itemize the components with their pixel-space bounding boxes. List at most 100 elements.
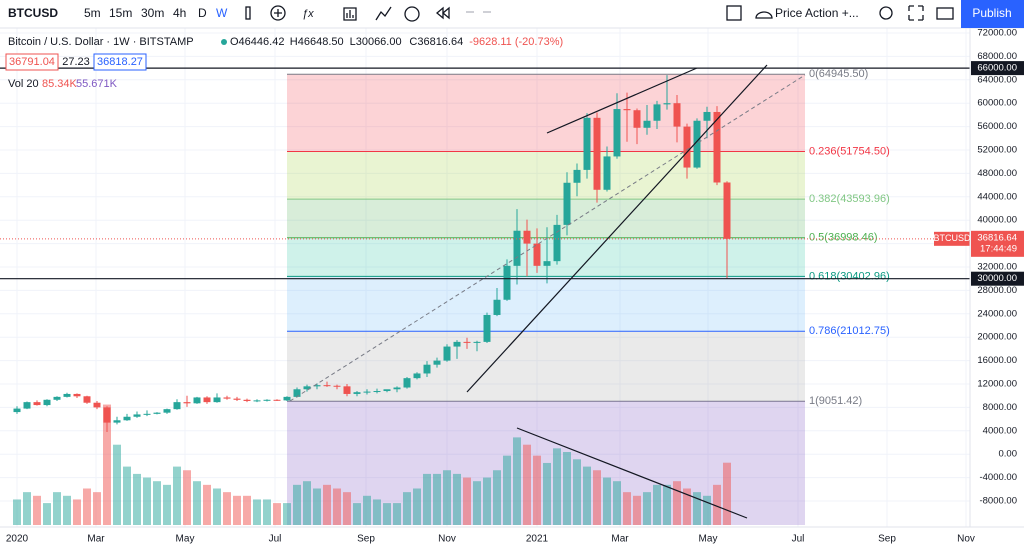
toolbar <box>0 0 1024 28</box>
volume-bar <box>553 448 561 525</box>
candle-body <box>93 402 101 408</box>
x-tick-label: May <box>699 534 718 545</box>
volume-bar <box>193 481 201 525</box>
candle-body <box>13 408 21 413</box>
volume-bar <box>243 495 251 525</box>
candle-body <box>233 398 241 400</box>
x-tick-label: Mar <box>87 534 105 545</box>
fullscreen-icon[interactable] <box>908 5 924 21</box>
volume-bar <box>83 488 91 525</box>
candle-body <box>583 117 591 170</box>
publish-label[interactable]: Publish <box>972 6 1011 20</box>
settings-icon[interactable] <box>879 6 893 20</box>
fib-zone <box>287 276 805 332</box>
y-tick-label: 64000.00 <box>977 74 1017 85</box>
y-tick-label: 32000.00 <box>977 262 1017 273</box>
volume-bar <box>433 473 441 525</box>
interval[interactable]: W <box>216 6 228 20</box>
candle-body <box>273 399 281 401</box>
candle-body <box>683 126 691 168</box>
volume-bar <box>163 484 171 525</box>
candle-body <box>463 341 471 343</box>
volume-bar <box>203 484 211 525</box>
volume-bar <box>633 495 641 525</box>
interval[interactable]: D <box>198 6 207 20</box>
volume-bar <box>343 492 351 525</box>
volume-bar <box>673 481 681 525</box>
fib-label: 0(64945.50) <box>809 68 868 80</box>
candle-body <box>193 397 201 404</box>
symbol-tag <box>934 231 970 246</box>
y-tick-label: 28000.00 <box>977 285 1017 296</box>
candle-body <box>363 391 371 393</box>
compare-icon[interactable] <box>343 7 357 21</box>
y-tick-label: 52000.00 <box>977 145 1017 156</box>
quote-box[interactable] <box>93 53 147 71</box>
candle-body <box>483 314 491 342</box>
candle-body <box>263 399 271 401</box>
interval[interactable]: 5m <box>84 6 101 20</box>
x-tick-label: Mar <box>611 534 629 545</box>
volume-bar <box>373 499 381 525</box>
fx-icon[interactable]: ƒx <box>302 8 314 20</box>
candle-body <box>493 299 501 315</box>
candle-body <box>43 399 51 406</box>
candle-body <box>303 386 311 390</box>
fib-zone <box>287 74 805 152</box>
candle-body <box>393 387 401 390</box>
volume-bar <box>323 484 331 525</box>
volume-bar <box>233 495 241 525</box>
volume-bar <box>213 488 221 525</box>
y-tick-label: 56000.00 <box>977 121 1017 132</box>
layout-icon[interactable] <box>726 5 742 21</box>
chart-icon[interactable] <box>375 6 392 21</box>
candle-body <box>313 385 321 387</box>
volume-bar <box>393 503 401 525</box>
alert-icon[interactable] <box>404 6 420 22</box>
volume-bar <box>113 444 121 525</box>
y-tick-label: 40000.00 <box>977 215 1017 226</box>
candle-body <box>473 341 481 343</box>
y-tick-label: 20000.00 <box>977 332 1017 343</box>
candle-body <box>453 341 461 347</box>
volume-bar <box>503 455 511 525</box>
candle-body <box>113 420 121 423</box>
volume-value: 85.34K <box>42 78 78 90</box>
layout-name[interactable]: Price Action +... <box>775 6 859 20</box>
volume-bar <box>483 477 491 525</box>
x-tick-label: Nov <box>957 534 975 545</box>
candle-body <box>333 385 341 387</box>
x-tick-label: Sep <box>357 534 375 545</box>
candle-body <box>103 407 111 423</box>
volume-bar <box>53 492 61 525</box>
plot <box>0 28 970 527</box>
quote-box[interactable] <box>5 53 59 71</box>
candle-icon[interactable] <box>245 6 251 20</box>
snapshot-icon[interactable] <box>936 7 954 20</box>
indicator-icon[interactable] <box>270 5 286 21</box>
y-tick-label: 72000.00 <box>977 28 1017 39</box>
fib-label: 0.382(43593.96) <box>809 193 890 205</box>
fib-zone <box>287 331 805 402</box>
volume-bar <box>33 495 41 525</box>
y-tick-label: 4000.00 <box>983 425 1017 436</box>
last-price-tag <box>971 230 1024 257</box>
y-tick-label: -4000.00 <box>979 472 1017 483</box>
y-tick-label: 12000.00 <box>977 379 1017 390</box>
interval[interactable]: 30m <box>141 6 164 20</box>
ohlc-value: L30066.00 <box>350 36 402 48</box>
interval[interactable]: 15m <box>109 6 132 20</box>
replay-icon[interactable] <box>435 6 450 20</box>
cloud-icon[interactable] <box>755 11 773 19</box>
symbol[interactable]: BTCUSD <box>8 6 58 20</box>
y-tick-label: -8000.00 <box>979 496 1017 507</box>
publish-button[interactable] <box>961 0 1024 28</box>
candle-body <box>223 397 231 399</box>
interval[interactable]: 4h <box>173 6 186 20</box>
volume-bar <box>253 499 261 525</box>
candle-body <box>713 111 721 183</box>
volume-bar <box>593 470 601 525</box>
volume-bar <box>583 466 591 525</box>
